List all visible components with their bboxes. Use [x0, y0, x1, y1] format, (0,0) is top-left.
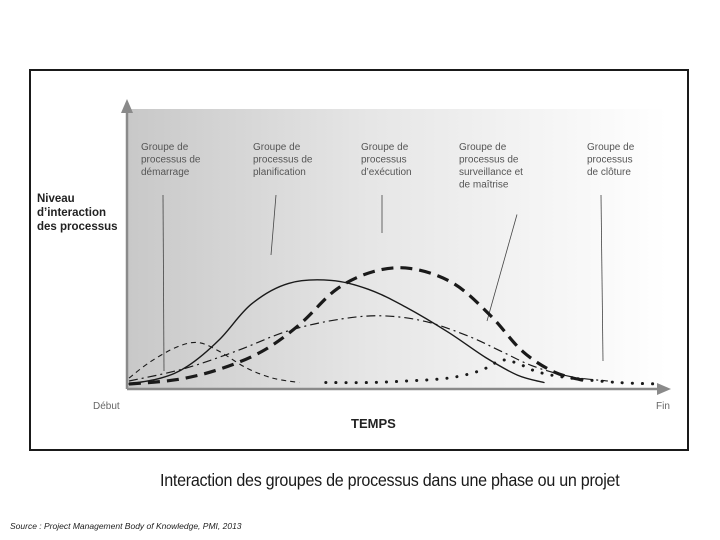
annotation-surveillance: Groupe de processus de surveillance et de m… [459, 142, 523, 191]
annotation-exécution: Groupe de processus d’exécution [361, 142, 412, 178]
axes [121, 99, 671, 395]
y-axis-label: Niveau d’interaction des processus [37, 193, 118, 233]
series-group [128, 266, 663, 386]
series-line-planification [128, 279, 545, 385]
y-axis-arrow [121, 99, 133, 113]
annotation-clôture: Groupe de processus de clôture [587, 142, 635, 178]
x-axis-arrow [657, 383, 671, 395]
y-axis-label-text: Niveau d’interaction des processus [37, 193, 118, 233]
source-note: Source : Project Management Body of Know… [10, 521, 242, 531]
x-tick-debut: Début [93, 401, 120, 412]
x-axis-label: TEMPS [351, 416, 396, 431]
x-tick-fin: Fin [656, 401, 670, 412]
chart-frame: Groupe de processus de démarrage Groupe de p… [29, 69, 689, 451]
annotation-leader-surveillance [486, 214, 518, 322]
annotations: Groupe de processus de démarrage Groupe de p… [141, 142, 635, 191]
annotation-leader-planification [270, 194, 277, 256]
annotation-démarrage: Groupe de processus de démarrage [141, 142, 201, 178]
figure-caption: Interaction des groupes de processus dan… [160, 470, 620, 490]
series-line-démarrage [128, 341, 300, 384]
annotation-leader-clôture [600, 194, 604, 362]
chart-svg: Groupe de processus de démarrage Groupe de p… [37, 99, 671, 431]
series-line-exécution [128, 266, 587, 386]
annotation-planification: Groupe de processus de planification [253, 142, 313, 178]
annotation-guides [162, 194, 604, 372]
annotation-leader-démarrage [162, 194, 165, 372]
series-line-surveillance [128, 315, 608, 382]
